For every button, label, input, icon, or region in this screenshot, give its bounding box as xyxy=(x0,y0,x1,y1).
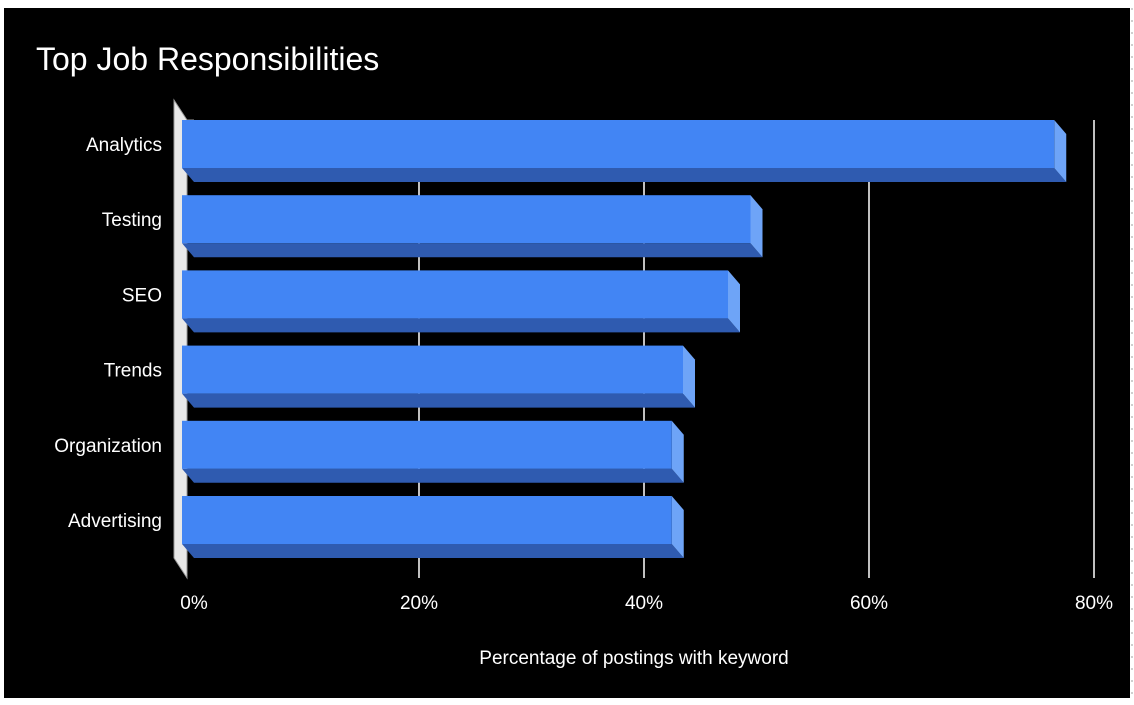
category-label: Testing xyxy=(102,210,162,231)
chart-frame: Top Job Responsibilities Analytics Testin… xyxy=(4,8,1133,698)
bar-side-face xyxy=(683,345,695,408)
category-label: SEO xyxy=(122,285,162,306)
bar-bottom-face xyxy=(182,318,740,333)
bar-chart: Top Job Responsibilities Analytics Testin… xyxy=(36,41,1113,669)
category-label: Advertising xyxy=(68,511,162,532)
bar-side-face xyxy=(750,195,763,258)
bar-front-face xyxy=(182,420,672,469)
bar xyxy=(182,195,763,258)
bar-bottom-face xyxy=(182,468,684,483)
x-tick-label: 80% xyxy=(1075,593,1113,614)
x-tick-label: 20% xyxy=(400,593,438,614)
bar-bottom-face xyxy=(182,544,684,558)
bars xyxy=(182,120,1067,558)
bar-side-face xyxy=(728,270,740,333)
bar-side-face xyxy=(671,420,684,483)
bar-bottom-face xyxy=(182,168,1067,182)
bar-bottom-face xyxy=(182,393,695,408)
x-tick-label: 0% xyxy=(180,593,208,614)
category-label: Trends xyxy=(104,361,162,382)
chart-title: Top Job Responsibilities xyxy=(36,41,379,77)
category-label: Analytics xyxy=(86,135,162,156)
bar-side-face xyxy=(671,496,684,558)
category-labels: Analytics Testing SEO Trends Organization Adv… xyxy=(54,135,162,532)
x-tick-label: 60% xyxy=(850,593,888,614)
bar-front-face xyxy=(182,120,1055,168)
x-tick-labels: 0% 20% 40% 60% 80% xyxy=(180,593,1113,614)
bar-front-face xyxy=(182,195,751,244)
x-axis-title: Percentage of postings with keyword xyxy=(479,648,788,669)
bar-bottom-face xyxy=(182,243,763,258)
bar xyxy=(182,420,684,483)
bar-front-face xyxy=(182,345,683,394)
bar-front-face xyxy=(182,270,728,319)
x-tick-label: 40% xyxy=(625,593,663,614)
bar xyxy=(182,120,1067,182)
bar xyxy=(182,496,684,558)
bar xyxy=(182,270,740,333)
bar xyxy=(182,345,695,408)
bar-front-face xyxy=(182,496,672,544)
category-label: Organization xyxy=(54,436,162,457)
bar-side-face xyxy=(1054,120,1067,182)
